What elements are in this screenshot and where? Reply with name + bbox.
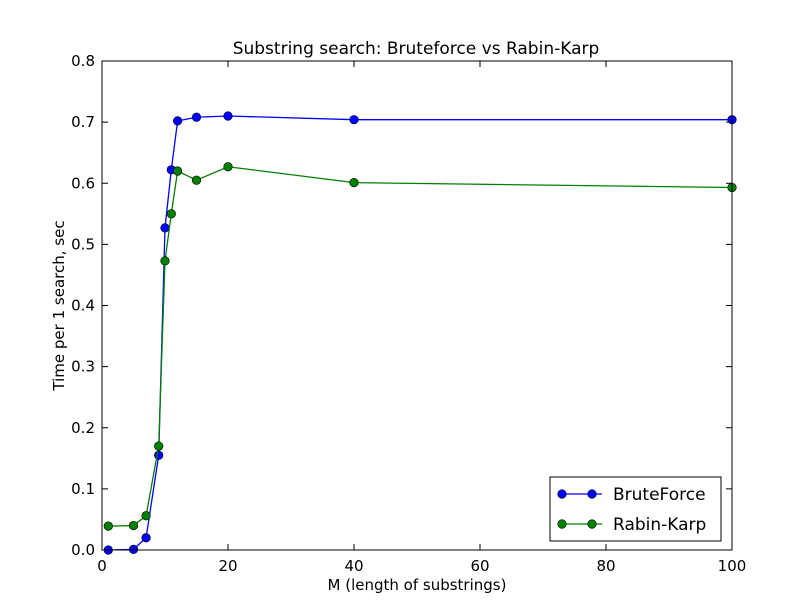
legend: BruteForce Rabin-Karp — [549, 476, 722, 542]
data-point — [223, 111, 233, 121]
data-point — [223, 162, 233, 172]
x-tick-label: 80 — [596, 557, 615, 575]
y-tick-label: 0.6 — [71, 174, 95, 192]
series-bruteforce — [103, 111, 737, 555]
y-tick-label: 0.8 — [71, 52, 95, 70]
data-point — [173, 116, 183, 126]
y-tick-label: 0.5 — [71, 235, 95, 253]
data-point — [128, 520, 139, 531]
data-point — [141, 533, 151, 543]
x-tick-label: 0 — [97, 557, 107, 575]
legend-label: Rabin-Karp — [613, 515, 706, 535]
x-axis-ticks: 0 20 40 60 80 100 — [97, 61, 746, 575]
x-tick-label: 60 — [470, 557, 489, 575]
data-point — [191, 175, 202, 185]
data-point — [154, 441, 164, 451]
x-tick-label: 20 — [218, 557, 237, 575]
legend-marker — [587, 519, 597, 529]
x-axis-title: M (length of substrings) — [328, 576, 507, 594]
data-point — [173, 166, 183, 176]
legend-marker — [587, 489, 597, 499]
data-point — [128, 544, 139, 554]
data-point — [154, 450, 164, 460]
data-point — [103, 521, 113, 531]
data-point — [160, 223, 170, 233]
data-point — [160, 256, 170, 266]
plot-area-frame — [101, 60, 733, 551]
y-tick-label: 0.2 — [71, 419, 95, 437]
series-rabin-karp — [103, 162, 737, 531]
data-point — [166, 209, 176, 219]
legend-marker — [557, 519, 567, 529]
legend-item: BruteForce — [557, 485, 706, 505]
legend-item: Rabin-Karp — [557, 515, 706, 535]
y-axis-title: Time per 1 search, sec — [50, 220, 68, 391]
chart-title: Substring search: Bruteforce vs Rabin-Ka… — [233, 39, 600, 59]
data-point — [349, 178, 359, 188]
legend-label: BruteForce — [613, 485, 706, 505]
y-tick-label: 0.4 — [71, 297, 95, 315]
data-point — [349, 115, 359, 125]
y-tick-label: 0.3 — [71, 358, 95, 376]
x-tick-label: 100 — [718, 557, 747, 575]
data-point — [191, 112, 202, 122]
legend-box — [549, 476, 722, 542]
series-layer — [103, 111, 737, 555]
y-axis-ticks: 0.0 0.1 0.2 0.3 0.4 0.5 0.6 0.7 0.8 — [71, 52, 732, 559]
legend-marker — [557, 489, 567, 499]
x-tick-label: 40 — [344, 557, 363, 575]
y-tick-label: 0.7 — [71, 113, 95, 131]
y-tick-label: 0.0 — [71, 541, 95, 559]
data-point — [141, 511, 151, 521]
y-tick-label: 0.1 — [71, 480, 95, 498]
